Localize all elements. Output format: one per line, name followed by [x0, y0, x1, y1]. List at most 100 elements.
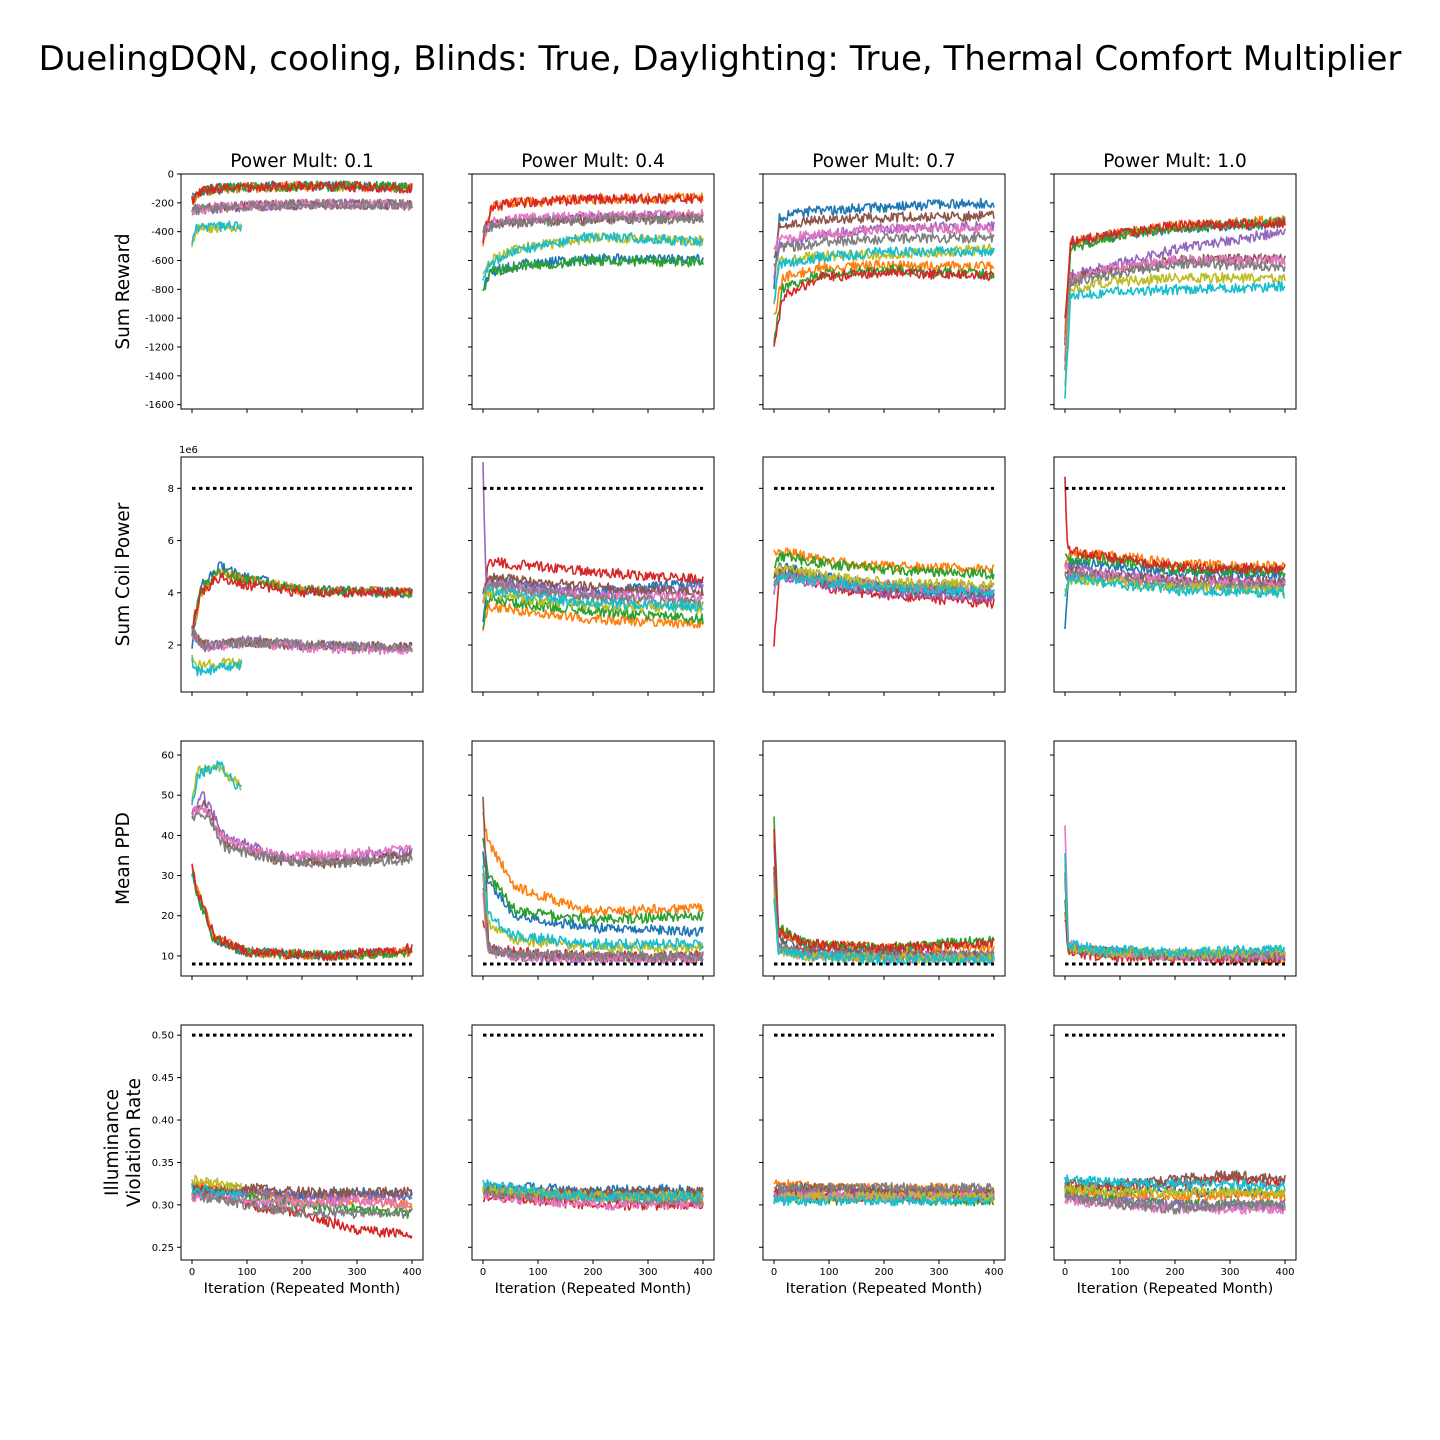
xtick-label-c0-3: 300: [347, 1267, 366, 1278]
subplot-r0-c3-series-group: [1064, 215, 1286, 399]
ytick-label-r1-0: 2: [168, 641, 174, 652]
xtick-label-c0-0: 0: [189, 1267, 195, 1278]
subplot-r2-c2-series-group: [773, 816, 995, 966]
series-line-r3-c2-9: [773, 1194, 995, 1207]
subplot-r3-c3-series-group: [1064, 1170, 1286, 1215]
ytick-label-r1-3: 8: [168, 484, 174, 495]
ytick-label-r3-5: 0.50: [152, 1031, 174, 1042]
xlabel-c3: Iteration (Repeated Month): [1077, 1281, 1274, 1297]
subplot-r2-c1-series-group: [482, 796, 704, 964]
ytick-label-r3-3: 0.40: [152, 1116, 174, 1127]
row-1-offset-label: 1e6: [179, 445, 198, 456]
xtick-label-c3-2: 200: [1165, 1267, 1184, 1278]
series-line-r1-c2-9: [773, 572, 995, 597]
xlabel-c1: Iteration (Repeated Month): [495, 1281, 692, 1297]
ytick-label-r0-6: -1200: [145, 343, 174, 354]
subplot-r0-c2: Power Mult: 0.7: [759, 151, 1006, 413]
series-line-r2-c1-1: [482, 811, 704, 917]
subplot-r1-c0-series-group: [191, 561, 413, 677]
row-3-ylabel-line-0: Illuminance: [102, 1089, 123, 1196]
series-line-r1-c1-1: [482, 601, 704, 632]
row-3-ylabel-line-1: Violation Rate: [124, 1078, 145, 1207]
figure-title: DuelingDQN, cooling, Blinds: True, Dayli…: [39, 39, 1402, 79]
series-line-r1-c3-2: [1064, 553, 1286, 578]
subplot-r2-c1: [468, 740, 715, 980]
series-line-r3-c1-9: [482, 1179, 704, 1203]
series-line-r2-c1-7: [482, 887, 704, 962]
subplot-r2-c0: 10 20 30 40 50 60: [161, 740, 424, 980]
row-0-ylabel-line-0: Sum Reward: [113, 233, 134, 349]
subplot-r2-c2: [759, 740, 1006, 980]
subplot-r0-c2-series-group: [773, 197, 995, 347]
ytick-label-r3-2: 0.35: [152, 1158, 174, 1169]
series-line-r3-c0-8: [191, 1174, 243, 1191]
ytick-label-r2-3: 40: [161, 831, 174, 842]
xtick-label-c3-0: 0: [1062, 1267, 1068, 1278]
series-line-r3-c3-9: [1064, 1174, 1286, 1193]
xtick-label-c0-2: 200: [292, 1267, 311, 1278]
row-0-ylabel: Sum Reward: [113, 233, 134, 349]
series-line-r0-c3-3: [1064, 217, 1286, 319]
column-title-2: Power Mult: 0.7: [812, 151, 955, 172]
series-line-r0-c0-7: [191, 198, 413, 216]
ytick-label-r2-1: 20: [161, 911, 174, 922]
xtick-label-c2-2: 200: [874, 1267, 893, 1278]
series-line-r1-c2-2: [773, 551, 995, 580]
series-line-r0-c3-8: [1064, 272, 1286, 386]
series-line-r1-c0-3: [191, 573, 413, 631]
series-line-r2-c3-9: [1064, 853, 1286, 958]
ytick-label-r3-1: 0.30: [152, 1200, 174, 1211]
subplot-r2-c3: [1050, 740, 1297, 980]
series-line-r0-c2-2: [773, 263, 995, 344]
series-line-r0-c1-3: [482, 193, 704, 244]
series-line-r3-c2-8: [773, 1190, 995, 1203]
row-1-ylabel: Sum Coil Power: [113, 502, 134, 646]
xtick-label-c3-1: 100: [1110, 1267, 1129, 1278]
row-2-ylabel: Mean PPD: [113, 812, 134, 905]
subplot-r1-c1: [468, 456, 715, 696]
series-line-r1-c1-9: [482, 585, 704, 612]
xtick-label-c2-4: 400: [984, 1267, 1003, 1278]
series-line-r0-c3-4: [1064, 228, 1286, 362]
xtick-label-c0-4: 400: [402, 1267, 421, 1278]
ytick-label-r1-2: 6: [168, 536, 174, 547]
subplot-r3-c2-series-group: [773, 1179, 995, 1207]
column-title-0: Power Mult: 0.1: [230, 151, 373, 172]
series-line-r1-c3-7: [1064, 569, 1286, 593]
series-line-r2-c0-9: [191, 760, 243, 806]
ytick-label-r0-0: 0: [168, 170, 174, 181]
ytick-label-r0-5: -1000: [145, 314, 174, 325]
subplot-r2-c0-series-group: [191, 760, 413, 962]
subplot-r1-c0: 2 4 6 8: [168, 456, 424, 696]
ytick-label-r2-4: 50: [161, 791, 174, 802]
series-line-r2-c2-3: [773, 828, 995, 954]
ytick-label-r1-1: 4: [168, 588, 174, 599]
series-line-r2-c0-3: [191, 863, 413, 962]
xtick-label-c2-3: 300: [929, 1267, 948, 1278]
series-line-r2-c0-7: [191, 812, 413, 869]
series-line-r1-c1-5: [482, 572, 704, 599]
subplot-r0-c3: Power Mult: 1.0: [1050, 151, 1297, 413]
series-line-r0-c2-3: [773, 266, 995, 347]
series-line-r0-c3-7: [1064, 258, 1286, 371]
ytick-label-r3-0: 0.25: [152, 1243, 174, 1254]
ytick-label-r0-1: -200: [151, 198, 174, 209]
series-line-r0-c0-3: [191, 180, 413, 205]
xtick-label-c3-4: 400: [1275, 1267, 1294, 1278]
series-line-r2-c2-9: [773, 898, 995, 966]
xtick-label-c1-3: 300: [638, 1267, 657, 1278]
series-line-r2-c1-8: [482, 873, 704, 954]
series-line-r3-c0-9: [191, 1182, 243, 1200]
ytick-label-r0-2: -400: [151, 227, 174, 238]
series-line-r1-c2-1: [773, 547, 995, 575]
series-line-r1-c3-6: [1064, 562, 1286, 590]
ytick-label-r2-2: 30: [161, 871, 174, 882]
row-2-ylabel-line-0: Mean PPD: [113, 812, 134, 905]
ytick-label-r0-3: -600: [151, 256, 174, 267]
series-line-r0-c1-2: [482, 254, 704, 292]
ytick-label-r0-8: -1600: [145, 400, 174, 411]
ytick-label-r2-5: 60: [161, 751, 174, 762]
